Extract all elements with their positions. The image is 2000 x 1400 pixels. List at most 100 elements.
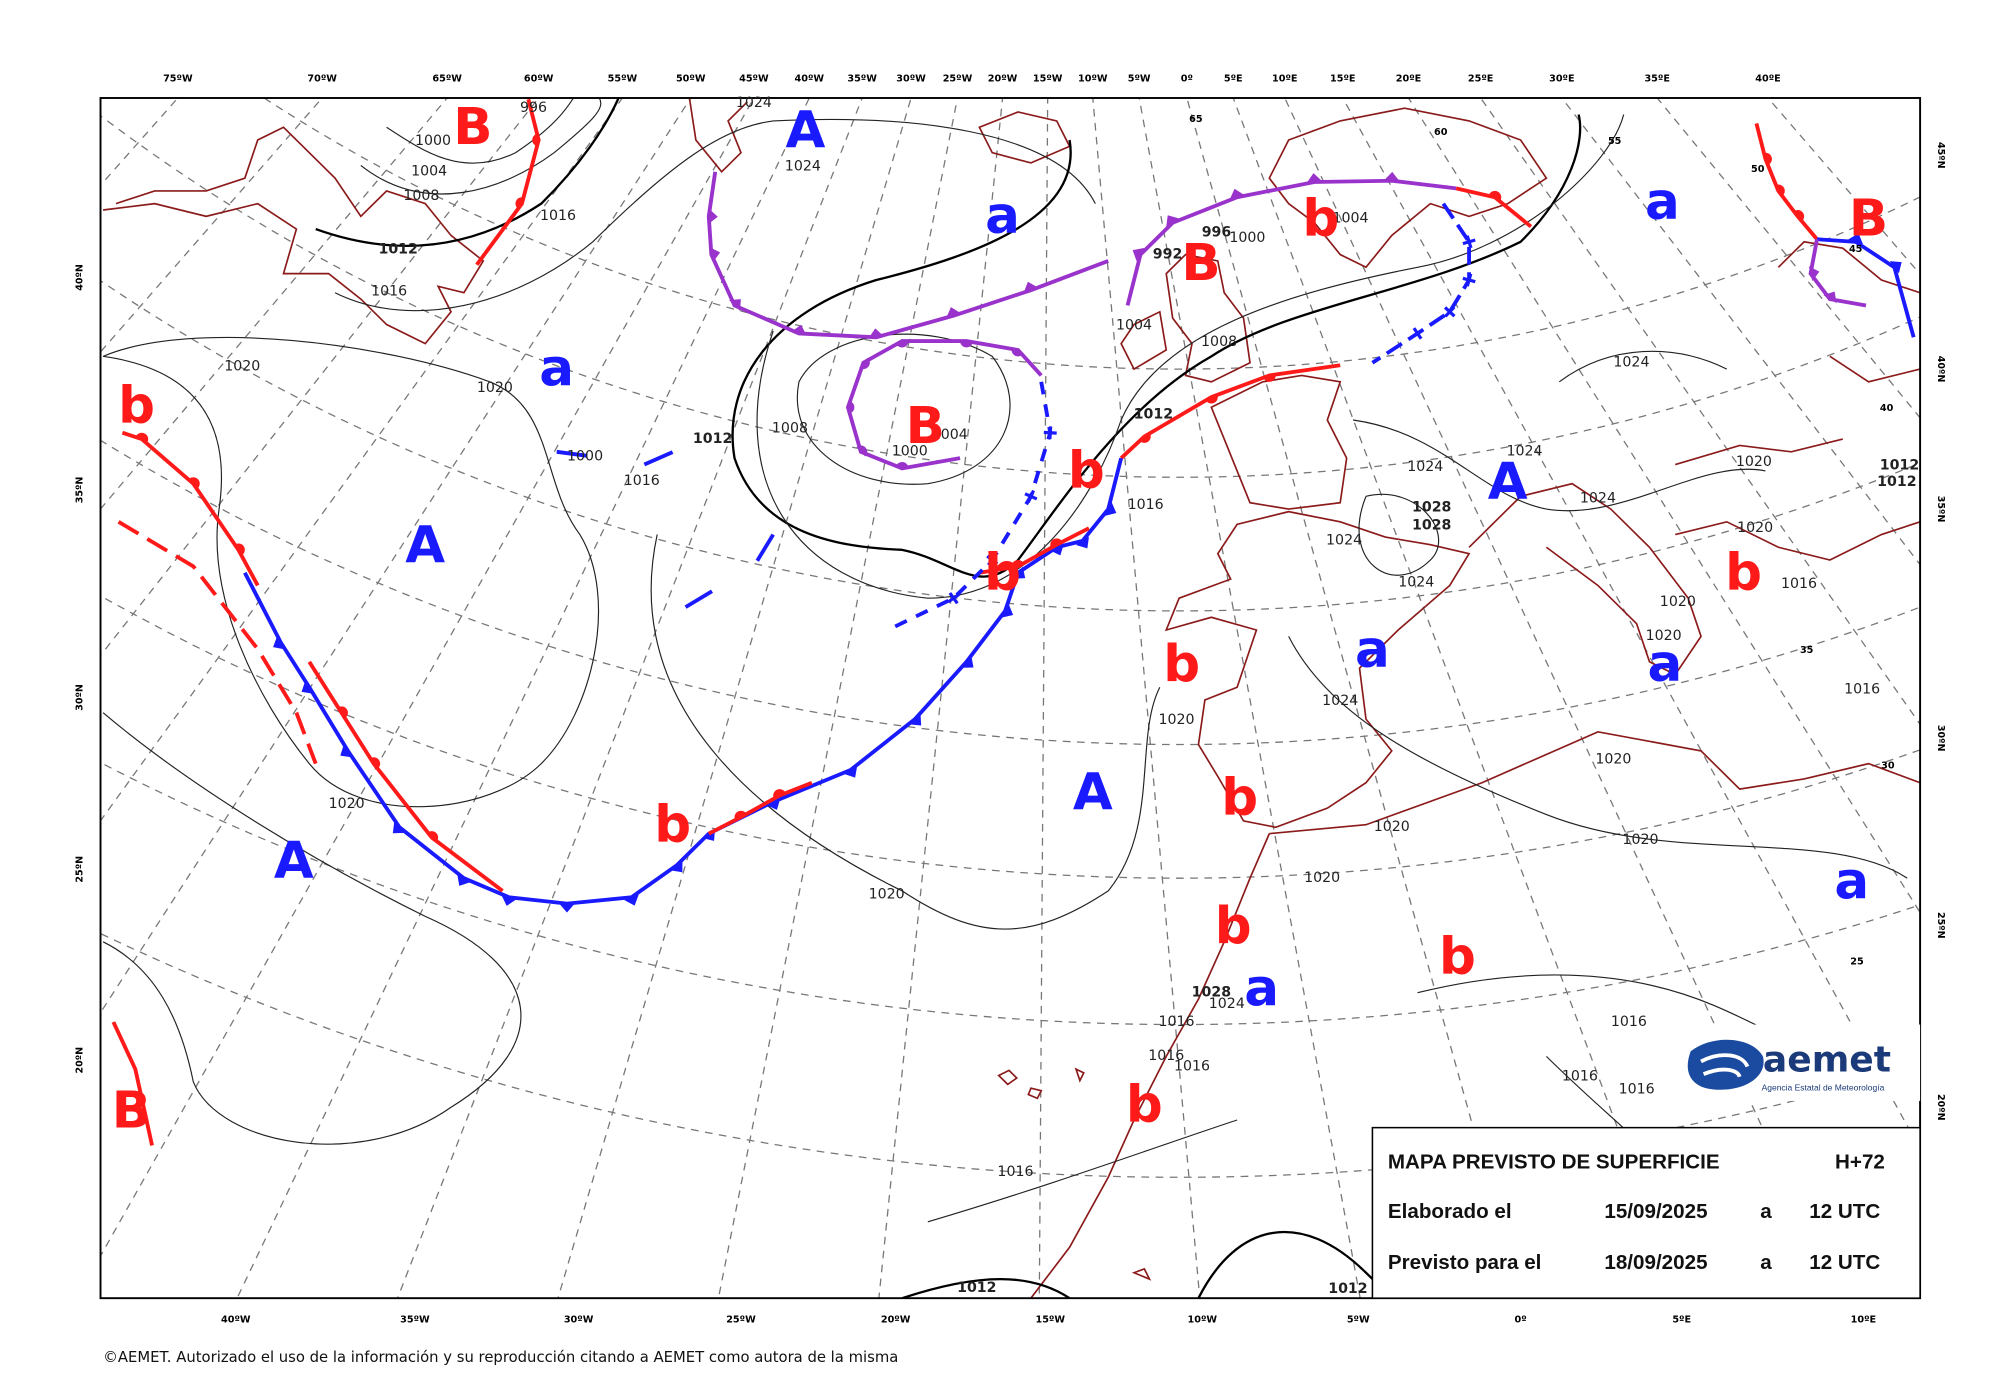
info-row-connector: a	[1760, 1251, 1772, 1274]
isobar-label: 1024	[785, 159, 821, 175]
pressure-center: b	[1725, 543, 1762, 603]
isobar-label: 1000	[567, 449, 603, 465]
longitude-label: 50ºW	[676, 74, 706, 85]
info-row-label: Elaborado el	[1388, 1200, 1512, 1223]
info-box: MAPA PREVISTO DE SUPERFICIE H+72 Elabora…	[1371, 1126, 1921, 1299]
isobar-label: 996	[1202, 225, 1232, 241]
pressure-center: B	[906, 396, 945, 456]
isobar-label: 1024	[1506, 444, 1542, 460]
isobar-label: 1012	[1328, 1281, 1367, 1297]
isobar-label: 1020	[1622, 832, 1658, 848]
isobar-label: 1020	[1374, 819, 1410, 835]
latitude-label: 20ºN	[74, 1047, 85, 1074]
isobar-label: 1012	[693, 431, 732, 447]
longitude-label: 10ºW	[1078, 74, 1108, 85]
parallel	[100, 439, 1921, 745]
isobar-label: 1016	[1611, 1014, 1647, 1030]
isobar	[1288, 350, 1908, 879]
isobar-label: 1020	[1736, 454, 1772, 470]
warm-front	[707, 780, 813, 836]
pressure-center: B	[1181, 233, 1220, 293]
longitude-label: 70ºW	[307, 74, 337, 85]
isobar-label: 1024	[1407, 459, 1443, 475]
latitude-label: 35ºN	[1935, 496, 1946, 523]
isobar-label: 1016	[1781, 576, 1817, 592]
meridian	[100, 98, 540, 657]
isobar-label: 1020	[1737, 520, 1773, 536]
isobar-label: 1008	[772, 421, 808, 437]
longitude-label: 35ºE	[1644, 74, 1669, 85]
latitude-label: 40	[1880, 403, 1894, 414]
longitude-label: 55ºW	[608, 74, 638, 85]
isobar-label: 1024	[1322, 693, 1358, 709]
isobar-label: 1020	[1159, 712, 1195, 728]
isobar-label: 1016	[1844, 682, 1880, 698]
pressure-center: b	[1302, 189, 1339, 249]
pressure-center: b	[1163, 634, 1200, 694]
longitude-label: 60ºW	[524, 74, 554, 85]
map-frame	[99, 97, 1922, 1300]
pressure-center: B	[1849, 189, 1888, 249]
isobar-label: 1016	[624, 473, 660, 489]
longitude-label: 20ºE	[1396, 74, 1421, 85]
pressure-center: A	[1488, 452, 1528, 512]
parallel	[100, 114, 1921, 478]
logo-name: aemet	[1763, 1040, 1891, 1081]
occluded-front	[1808, 238, 1867, 308]
isobar-label: 1024	[1613, 355, 1649, 371]
longitude-label: 10ºW	[1188, 1314, 1218, 1325]
isobar-label: 1028	[1412, 500, 1451, 516]
pressure-center: a	[985, 186, 1020, 246]
isobar-label: 1000	[415, 133, 451, 149]
latitude-label: 60	[1434, 127, 1448, 138]
longitude-label: 65ºW	[432, 74, 462, 85]
pressure-center: b	[1215, 896, 1252, 956]
longitude-label: 15ºE	[1330, 74, 1355, 85]
logo: aemet Agencia Estatal de Meteorología	[1662, 1024, 1921, 1101]
coast-newfoundland	[102, 126, 485, 345]
isobar-label: 1016	[1174, 1058, 1210, 1074]
labels: 75ºW 70ºW 65ºW 60ºW 55ºW 50ºW 45ºW 40ºW 35ºW 30ºW…	[74, 74, 1946, 1326]
latitude-label: 35ºN	[74, 477, 85, 504]
longitude-label: 30ºW	[564, 1314, 594, 1325]
coast-italy-balkans	[1468, 482, 1921, 676]
longitude-label: 5ºW	[1128, 74, 1151, 85]
info-row-time: 12 UTC	[1809, 1200, 1880, 1223]
longitude-label: 5ºE	[1224, 74, 1243, 85]
isobar-label: 1008	[1201, 334, 1237, 350]
pressure-center: b	[118, 376, 155, 436]
coast-islands	[997, 1067, 1152, 1281]
longitude-label: 40ºW	[795, 74, 825, 85]
pressure-center: a	[1648, 634, 1683, 694]
coast-west-africa	[1030, 833, 1271, 1299]
isobar-label: 1020	[869, 887, 905, 903]
parallel	[100, 279, 1921, 611]
info-row-time: 12 UTC	[1809, 1251, 1880, 1274]
pressure-center: a	[1355, 620, 1390, 680]
isobar-label: 1020	[1660, 594, 1696, 610]
latitude-label: 25ºN	[1935, 912, 1946, 939]
pressure-center: A	[274, 831, 314, 891]
coast-greenland	[688, 98, 749, 174]
isobar-label: 992	[1153, 246, 1183, 262]
pressure-center: a	[1645, 172, 1680, 232]
isobar-label: 1012	[378, 241, 417, 257]
info-box-frame	[1371, 1126, 1921, 1299]
isobar-label: 1024	[1398, 575, 1434, 591]
isobar-label: 1020	[1304, 870, 1340, 886]
longitude-label: 25ºE	[1468, 74, 1493, 85]
isobar-label: 1004	[932, 427, 968, 443]
latitude-label: 25ºN	[74, 856, 85, 883]
parallel	[263, 98, 1921, 370]
pressure-center: B	[453, 97, 492, 157]
longitude-label: 35ºW	[400, 1314, 430, 1325]
warm-front	[1754, 122, 1819, 241]
copyright: ©AEMET. Autorizado el uso de la informac…	[103, 1349, 898, 1366]
isobar	[334, 118, 1096, 312]
longitude-label: 15ºW	[1035, 1314, 1065, 1325]
isobar	[386, 98, 574, 164]
longitude-label: 15ºW	[1033, 74, 1063, 85]
longitude-label: 0º	[1181, 74, 1193, 85]
